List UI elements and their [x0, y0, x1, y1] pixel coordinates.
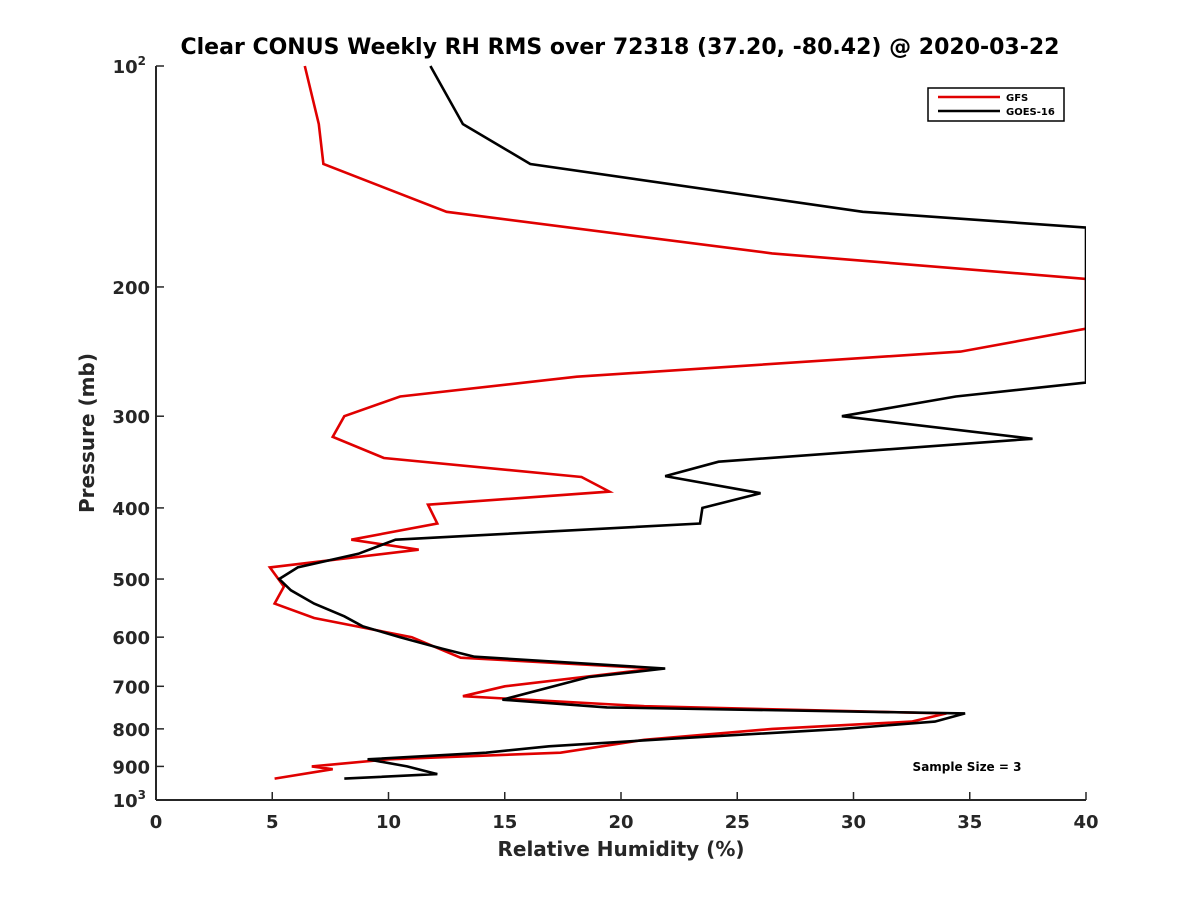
y-tick-label: 900: [112, 757, 150, 778]
y-tick-label: 700: [112, 677, 150, 698]
y-axis-label: Pressure (mb): [75, 353, 99, 513]
y-tick-label: 500: [112, 570, 150, 591]
sample-size-annotation: Sample Size = 3: [913, 760, 1022, 774]
x-tick-label: 5: [266, 812, 279, 833]
y-tick-label: 800: [112, 720, 150, 741]
x-axis-label: Relative Humidity (%): [497, 837, 744, 861]
x-tick-label: 10: [376, 812, 401, 833]
series-line-gfs: [267, 65, 1086, 780]
x-tick-label: 20: [608, 812, 633, 833]
y-tick-label: 200: [112, 278, 150, 299]
legend: GFS GOES-16: [927, 87, 1065, 122]
x-tick-label: 0: [150, 812, 163, 833]
x-tick-label: 35: [957, 812, 982, 833]
x-tick-label: 25: [725, 812, 750, 833]
legend-label-gfs: GFS: [1006, 93, 1028, 104]
y-tick-label: 103: [113, 788, 146, 812]
legend-label-goes16: GOES-16: [1006, 107, 1055, 118]
series-lines: [267, 65, 1086, 780]
y-axis-ticks: 102 200 300 400 500 600 700 800 900 103: [112, 54, 164, 812]
y-tick-label: 600: [112, 628, 150, 649]
y-tick-label: 400: [112, 499, 150, 520]
y-tick-label: 102: [113, 54, 146, 78]
y-tick-label: 300: [112, 407, 150, 428]
x-tick-label: 40: [1073, 812, 1098, 833]
chart-title: Clear CONUS Weekly RH RMS over 72318 (37…: [181, 35, 1060, 60]
x-axis-ticks: 0 5 10 15 20 25 30 35 40: [150, 792, 1099, 833]
x-tick-label: 15: [492, 812, 517, 833]
legend-box: [927, 87, 1065, 122]
series-line-goes16: [277, 65, 1086, 780]
x-tick-label: 30: [841, 812, 866, 833]
